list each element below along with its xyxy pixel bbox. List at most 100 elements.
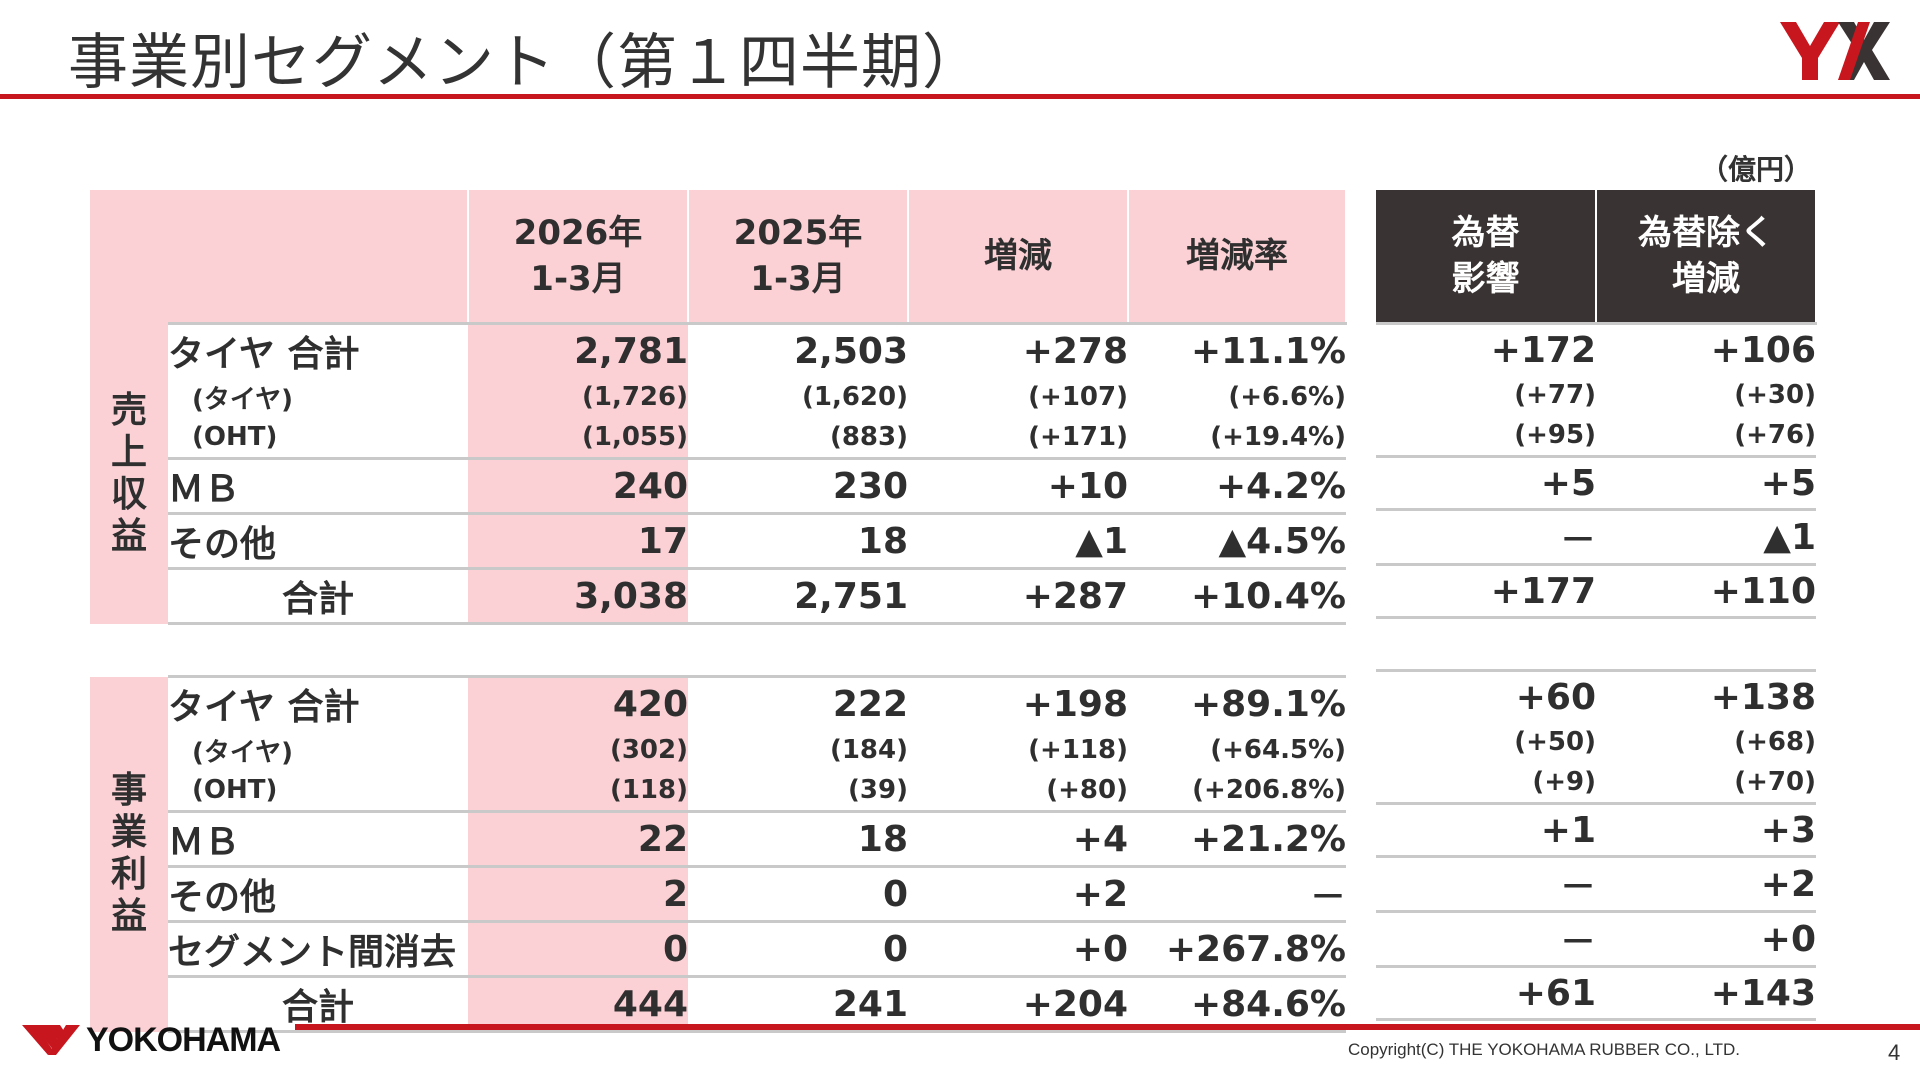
value-rate: (+6.6%): [1228, 382, 1346, 412]
value-rate: +21.2%: [1128, 810, 1346, 867]
header-fx-line1: 為替: [1451, 213, 1520, 253]
value-exfx: (+76): [1734, 420, 1816, 450]
value-fx: －: [1376, 508, 1596, 565]
value-2026: (1,726): [468, 377, 688, 417]
value-change: +10: [908, 457, 1128, 514]
table-row: (+77) (+30): [1376, 375, 1816, 415]
table-row: (+50) (+68): [1376, 722, 1816, 762]
header-rate: 増減率: [1128, 190, 1347, 324]
value-change: ▲1: [908, 512, 1128, 569]
value-fx: +1: [1376, 802, 1596, 857]
table-row: +60 +138: [1376, 669, 1816, 722]
value-2025: (883): [829, 422, 908, 452]
value-fx: －: [1376, 855, 1596, 912]
value-rate: (+19.4%): [1210, 422, 1346, 452]
value-fx: (+9): [1532, 767, 1596, 797]
value-rate: +10.4%: [1128, 567, 1346, 625]
side-char: 業: [110, 812, 147, 853]
value-fx: +60: [1376, 669, 1596, 722]
row-label: (タイヤ): [192, 737, 293, 768]
table-row: (+9) (+70): [1376, 762, 1816, 804]
value-exfx: +0: [1596, 910, 1816, 967]
value-2025: 18: [688, 512, 908, 569]
value-rate: (+64.5%): [1210, 735, 1346, 765]
value-rate: +4.2%: [1128, 457, 1346, 514]
value-change: (+118): [1028, 735, 1128, 765]
row-label: ＭＢ: [168, 810, 468, 867]
row-label: (OHT): [192, 775, 278, 805]
side-char: 益: [110, 896, 147, 937]
side-label-profit: 事業利益: [90, 676, 168, 1032]
header-blank: [90, 190, 469, 324]
row-label: タイヤ 合計: [168, 675, 468, 730]
section-gap: [90, 624, 1346, 677]
value-fx: －: [1376, 910, 1596, 967]
value-exfx: +5: [1596, 455, 1816, 510]
value-fx: +177: [1376, 563, 1596, 619]
value-2026: (302): [468, 730, 688, 770]
value-exfx: (+68): [1734, 727, 1816, 757]
value-2026: 3,038: [468, 567, 688, 625]
page-title: 事業別セグメント（第１四半期）: [68, 28, 983, 98]
value-2025: 18: [688, 810, 908, 867]
value-2026: 17: [468, 512, 688, 569]
header-col2026-line1: 2026年: [513, 213, 643, 253]
section-gap: [1376, 618, 1816, 671]
gap-cell: [1376, 618, 1816, 671]
table-row: － ▲1: [1376, 508, 1816, 565]
value-2025: 0: [688, 920, 908, 977]
row-label: ＭＢ: [168, 457, 468, 514]
table-row: +5 +5: [1376, 455, 1816, 510]
row-label: 合計: [168, 567, 468, 625]
value-exfx: +2: [1596, 855, 1816, 912]
table-row: 売上収益タイヤ 合計 2,781 2,503 +278 +11.1%: [90, 322, 1346, 624]
value-exfx: +3: [1596, 802, 1816, 857]
row-label: (タイヤ): [192, 384, 293, 415]
copyright-text: Copyright(C) THE YOKOHAMA RUBBER CO., LT…: [1348, 1040, 1741, 1059]
tread-mark-icon: [22, 1025, 80, 1055]
header-row: 2026年 1-3月 2025年 1-3月 増減 増減率: [90, 190, 1347, 324]
header-exfx-line1: 為替除く: [1638, 213, 1774, 253]
side-label-revenue: 売上収益: [90, 323, 168, 624]
table-row: +172 +106: [1376, 322, 1816, 375]
company-logo-text: YOKOHAMA: [86, 1020, 281, 1059]
side-char: 売: [110, 389, 147, 431]
yx-brand-logo: YX: [1780, 22, 1890, 80]
row-label: タイヤ 合計: [168, 322, 468, 377]
table-row: (OHT) (1,055) (883) (+171) (+19.4%): [90, 417, 1346, 459]
value-fx: (+77): [1514, 380, 1596, 410]
value-exfx: +106: [1596, 322, 1816, 375]
yokohama-footer-logo: YOKOHAMA: [22, 1020, 281, 1060]
value-rate: +11.1%: [1128, 322, 1346, 377]
value-change: +278: [908, 322, 1128, 377]
side-char: 利: [110, 854, 147, 895]
value-rate: －: [1128, 865, 1346, 922]
side-char: 収: [110, 473, 147, 515]
footer-divider: [295, 1024, 1920, 1030]
value-exfx: (+70): [1734, 767, 1816, 797]
value-2025: (1,620): [801, 382, 908, 412]
value-rate: +267.8%: [1128, 920, 1346, 977]
value-exfx: ▲1: [1596, 508, 1816, 565]
title-divider: [0, 94, 1920, 99]
value-exfx: +110: [1596, 563, 1816, 619]
value-2026: 0: [468, 920, 688, 977]
table-row: (+95) (+76): [1376, 415, 1816, 457]
table-row: (タイヤ) (302) (184) (+118) (+64.5%): [90, 730, 1346, 770]
value-change: (+171): [1028, 422, 1128, 452]
segment-table-main: 2026年 1-3月 2025年 1-3月 増減 増減率売上収益タイヤ 合計 2,781 2,…: [90, 190, 1347, 1033]
value-fx: (+50): [1514, 727, 1596, 757]
table-row: ＭＢ 22 18 +4 +21.2%: [90, 810, 1346, 867]
row-label: 合計: [168, 975, 468, 1033]
value-2026: 2: [468, 865, 688, 922]
value-fx: +61: [1376, 965, 1596, 1021]
value-fx: (+95): [1514, 420, 1596, 450]
value-exfx: +138: [1596, 669, 1816, 722]
gap-cell: [90, 624, 1346, 677]
header-fx: 為替 影響: [1376, 190, 1597, 324]
value-2026: 22: [468, 810, 688, 867]
side-char: 事: [110, 770, 147, 811]
value-exfx: +143: [1596, 965, 1816, 1021]
value-change: +204: [908, 975, 1128, 1033]
value-2025: 230: [688, 457, 908, 514]
